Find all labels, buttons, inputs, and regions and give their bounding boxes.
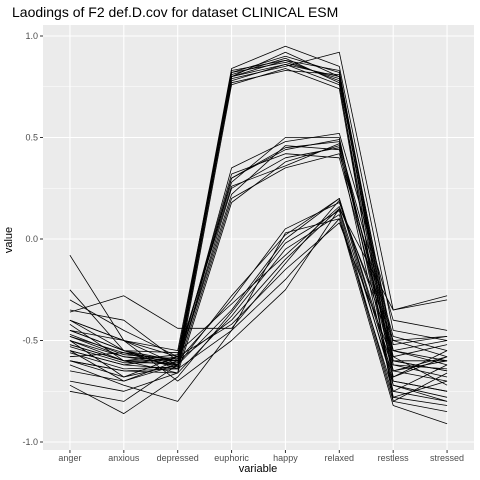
x-tick-label: euphoric <box>214 453 249 463</box>
y-tick-label: 1.0 <box>25 31 38 41</box>
series-line <box>69 51 448 362</box>
series-line <box>69 143 448 358</box>
x-tick-label: anger <box>58 453 81 463</box>
y-axis-ticks: -1.0 -0.5 0.0 0.5 1.0 <box>22 31 43 447</box>
series-line <box>69 208 448 392</box>
series-line <box>69 210 448 415</box>
chart-title: Laodings of F2 def.D.cov for dataset CLI… <box>12 4 338 20</box>
series-line <box>69 197 448 372</box>
series-line <box>69 145 448 382</box>
series-line <box>69 222 448 372</box>
series-line <box>69 62 448 378</box>
x-tick-label: anxious <box>108 453 140 463</box>
series-line <box>69 51 448 372</box>
y-tick-label: 0.0 <box>25 234 38 244</box>
series-line <box>69 139 448 378</box>
x-axis-label: variable <box>239 463 278 475</box>
series-line <box>69 202 448 382</box>
plot-panel <box>43 25 474 450</box>
x-tick-label: happy <box>273 453 298 463</box>
y-axis-label: value <box>3 227 15 253</box>
y-tick-label: 0.5 <box>25 133 38 143</box>
x-tick-label: depressed <box>157 453 199 463</box>
series-line <box>69 199 448 398</box>
series-line <box>69 153 448 370</box>
y-tick-label: -1.0 <box>22 437 38 447</box>
series-line <box>69 45 448 366</box>
series-line <box>69 197 448 402</box>
series-line <box>69 208 448 382</box>
series-line <box>69 147 448 366</box>
x-tick-label: restless <box>378 453 410 463</box>
x-axis-ticks: anger anxious depressed euphoric happy relaxe… <box>58 450 464 463</box>
y-tick-label: -0.5 <box>22 336 38 346</box>
series-lines <box>69 45 448 425</box>
series-line <box>69 137 448 402</box>
x-tick-label: stressed <box>430 453 464 463</box>
series-line <box>69 206 448 354</box>
x-tick-label: relaxed <box>325 453 355 463</box>
series-line <box>69 132 448 366</box>
series-line <box>69 218 448 425</box>
series-line <box>69 218 448 402</box>
